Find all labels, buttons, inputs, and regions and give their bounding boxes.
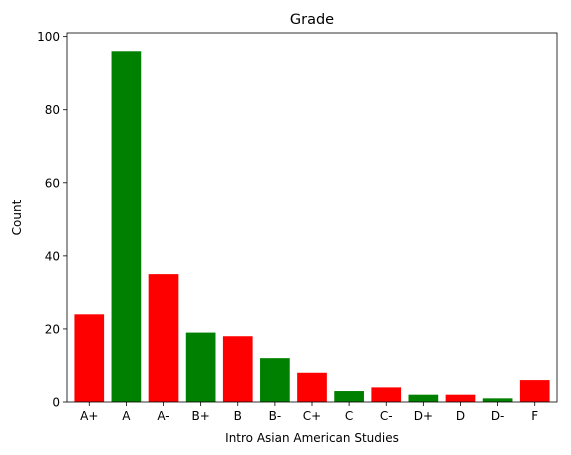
x-tick-label-F: F <box>531 409 538 423</box>
y-tick-label-60: 60 <box>45 176 60 190</box>
x-tick-label-C-: C- <box>380 409 393 423</box>
bar-D <box>445 394 476 402</box>
y-tick-label-20: 20 <box>45 322 60 336</box>
x-tick-label-B-: B- <box>269 409 282 423</box>
bar-C- <box>371 387 402 402</box>
x-tick-label-A+: A+ <box>80 409 98 423</box>
x-tick-label-B+: B+ <box>191 409 209 423</box>
bar-A+ <box>74 314 105 402</box>
bar-B- <box>260 358 290 402</box>
x-tick-label-A-: A- <box>157 409 169 423</box>
y-ticks-group: 0 20 40 60 80 100 <box>37 30 67 410</box>
x-ticks-group: A+ A A- B+ B B- C+ C C- D+ D D- F <box>80 402 538 423</box>
bar-C+ <box>297 372 327 402</box>
bars-group <box>74 51 550 402</box>
bar-B <box>222 336 253 402</box>
x-tick-label-D+: D+ <box>414 409 433 423</box>
x-tick-label-C+: C+ <box>303 409 321 423</box>
bar-B+ <box>185 332 216 402</box>
bar-D+ <box>408 394 439 402</box>
bar-A- <box>148 274 179 402</box>
y-tick-label-0: 0 <box>52 396 60 410</box>
bar-C <box>334 391 364 402</box>
x-tick-label-D: D <box>456 409 465 423</box>
bar-F <box>519 380 550 402</box>
y-tick-label-100: 100 <box>37 30 60 44</box>
y-tick-label-40: 40 <box>45 249 60 263</box>
y-tick-label-80: 80 <box>45 103 60 117</box>
bar-A <box>111 51 142 402</box>
chart-title: Grade <box>290 12 334 28</box>
x-tick-label-B: B <box>234 409 242 423</box>
x-axis-label: Intro Asian American Studies <box>225 431 399 445</box>
x-tick-label-A: A <box>122 409 131 423</box>
x-tick-label-D-: D- <box>491 409 505 423</box>
x-tick-label-C: C <box>345 409 353 423</box>
y-axis-label: Count <box>10 199 24 235</box>
bar-D- <box>482 398 513 402</box>
